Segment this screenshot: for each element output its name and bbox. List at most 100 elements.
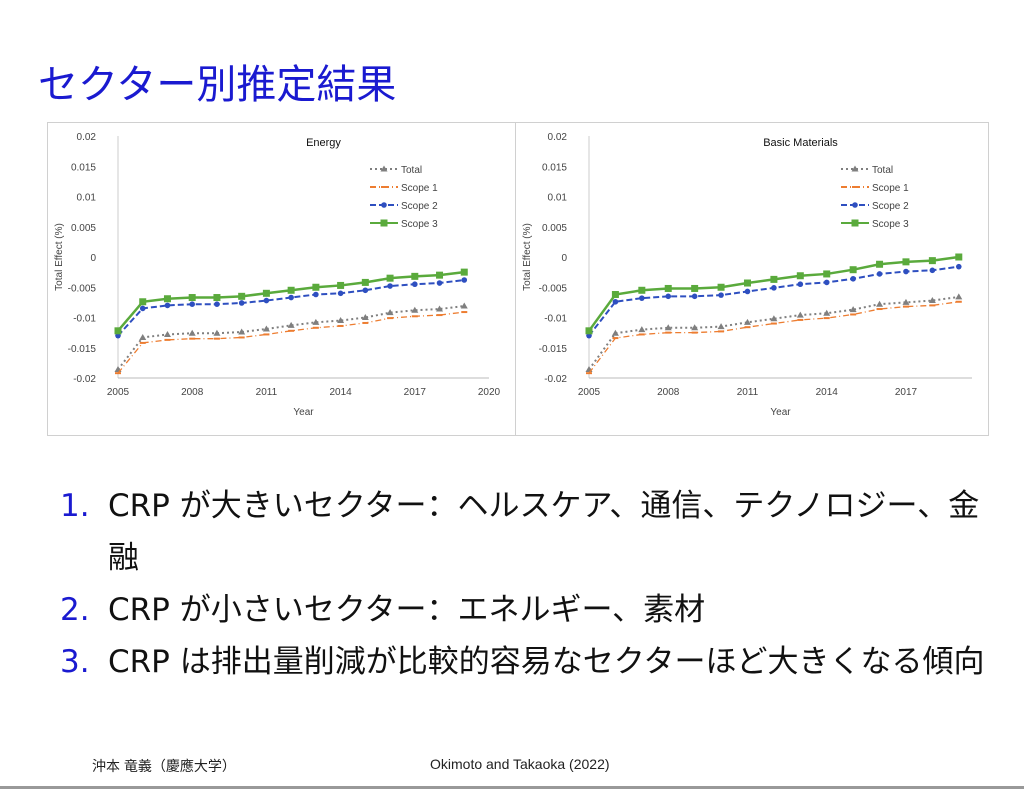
triangle-marker xyxy=(902,298,910,305)
legend-label: Scope 3 xyxy=(872,219,909,230)
list-item: 2. CRP が小さいセクター：エネルギー、素材 xyxy=(60,584,988,636)
list-number: 2. xyxy=(60,592,90,628)
dash-marker xyxy=(189,337,196,340)
series-line-total xyxy=(117,305,465,371)
divider xyxy=(0,786,1024,789)
x-tick-label: 2008 xyxy=(657,387,680,398)
triangle-marker xyxy=(361,314,369,320)
square-marker xyxy=(796,272,804,280)
triangle-marker xyxy=(664,324,672,331)
list-text: CRP が小さいセクター：エネルギー、素材 xyxy=(108,592,706,628)
triangle-marker xyxy=(876,300,884,307)
x-tick-label: 2008 xyxy=(181,387,204,398)
triangle-marker xyxy=(928,297,936,304)
dash-marker xyxy=(929,304,936,307)
triangle-marker xyxy=(386,309,394,316)
legend-label: Scope 1 xyxy=(872,183,909,194)
x-tick-label: 2017 xyxy=(404,387,427,398)
y-tick-label: 0.015 xyxy=(71,162,96,173)
circle-marker xyxy=(771,285,777,291)
circle-marker xyxy=(797,281,804,288)
legend-label: Scope 1 xyxy=(401,183,438,194)
triangle-marker xyxy=(312,318,320,325)
dash-marker xyxy=(876,308,883,311)
circle-marker xyxy=(852,202,858,208)
x-tick-label: 2014 xyxy=(329,387,352,398)
circle-marker xyxy=(337,290,344,297)
circle-marker xyxy=(381,202,387,208)
dash-marker xyxy=(612,337,619,340)
dash-marker xyxy=(263,333,270,336)
footer-citation: Okimoto and Takaoka (2022) xyxy=(430,756,610,772)
y-tick-label: 0.02 xyxy=(77,132,97,143)
dash-marker xyxy=(744,326,751,329)
circle-marker xyxy=(955,263,962,270)
dash-marker xyxy=(238,336,245,339)
square-marker xyxy=(380,219,388,227)
circle-marker xyxy=(387,283,393,289)
dash-marker xyxy=(586,372,592,375)
y-axis-label: Total Effect (%) xyxy=(522,223,533,291)
triangle-marker xyxy=(436,305,444,312)
square-marker xyxy=(849,266,857,274)
y-tick-label: -0.015 xyxy=(68,344,97,355)
series-line-scope-1 xyxy=(117,311,465,374)
chart-energy-svg: Energy 0.02 0.015 0.01 0.005 0 -0.005 -0.01 -0.0… xyxy=(54,132,501,418)
square-marker xyxy=(436,271,444,279)
circle-marker xyxy=(189,301,195,307)
circle-marker xyxy=(744,288,751,295)
square-marker xyxy=(188,294,196,302)
circle-marker xyxy=(691,293,698,300)
triangle-marker xyxy=(955,293,963,300)
square-marker xyxy=(238,292,246,300)
list-number: 1. xyxy=(60,488,90,524)
slide-title: セクター別推定結果 xyxy=(38,62,397,108)
square-marker xyxy=(664,284,672,292)
circle-marker xyxy=(412,281,418,288)
dash-marker xyxy=(718,330,725,333)
dash-marker xyxy=(115,372,121,375)
triangle-marker xyxy=(238,328,246,335)
circle-marker xyxy=(823,279,830,286)
square-marker xyxy=(411,272,419,280)
y-tick-label: 0.01 xyxy=(77,193,97,204)
y-tick-label: 0.01 xyxy=(548,193,568,204)
dash-marker xyxy=(850,313,857,316)
circle-marker xyxy=(718,292,724,298)
legend-label: Total xyxy=(401,165,422,176)
square-marker xyxy=(213,294,221,302)
legend-label: Scope 2 xyxy=(401,201,438,212)
square-marker xyxy=(114,327,122,335)
triangle-marker xyxy=(262,325,270,332)
x-tick-label: 2005 xyxy=(578,387,601,398)
y-tick-label: -0.01 xyxy=(544,314,567,325)
dash-marker xyxy=(823,317,830,320)
x-axis-label: Year xyxy=(293,407,314,418)
x-tick-label: 2014 xyxy=(816,387,839,398)
square-marker xyxy=(361,278,369,286)
dash-marker xyxy=(411,315,418,318)
square-marker xyxy=(743,279,751,287)
legend-label: Scope 2 xyxy=(872,201,909,212)
x-tick-label: 2011 xyxy=(256,387,278,398)
square-marker xyxy=(876,260,884,268)
chart-basic-materials: Basic Materials 0.02 0.015 0.01 0.005 0 -0.005… xyxy=(515,122,989,436)
triangle-marker xyxy=(611,329,619,336)
triangle-marker xyxy=(691,324,699,331)
x-tick-label: 2005 xyxy=(107,387,130,398)
y-tick-label: 0.005 xyxy=(71,223,96,234)
legend-label: Total xyxy=(872,165,893,176)
circle-marker xyxy=(461,277,468,283)
circle-marker xyxy=(665,293,672,300)
y-tick-label: -0.005 xyxy=(68,283,97,294)
dash-marker xyxy=(902,305,909,308)
triangle-marker xyxy=(287,321,295,328)
square-marker xyxy=(638,286,646,294)
triangle-marker xyxy=(770,315,778,322)
circle-marker xyxy=(903,268,909,275)
triangle-marker xyxy=(743,318,751,325)
series-line-total xyxy=(588,295,959,371)
circle-marker xyxy=(850,275,856,282)
square-marker xyxy=(163,295,171,303)
square-marker xyxy=(955,253,963,261)
